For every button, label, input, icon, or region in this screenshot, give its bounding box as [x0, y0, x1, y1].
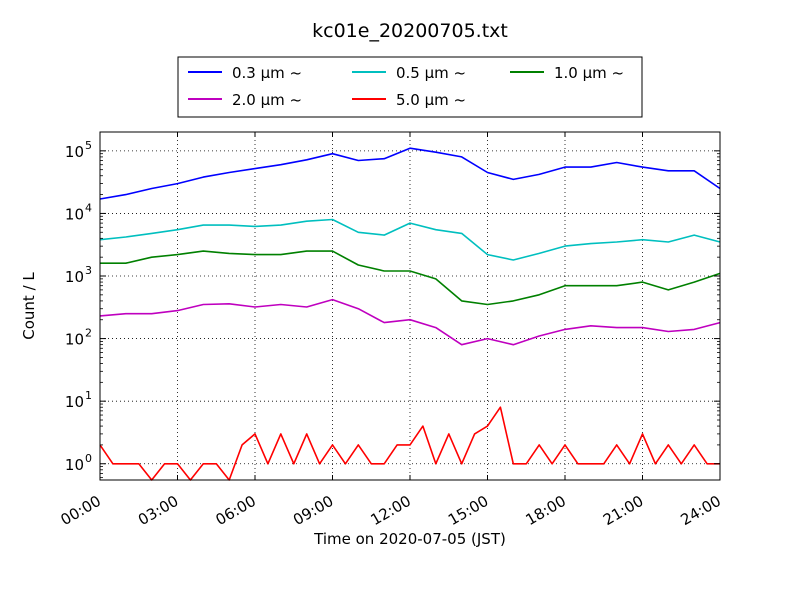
y-tick-exponent: 1	[85, 389, 92, 402]
series-line-4	[99, 298, 721, 346]
y-tick-label: 10	[65, 331, 84, 349]
y-tick-label: 10	[65, 456, 84, 474]
grid	[100, 132, 720, 480]
series-line-1	[99, 147, 721, 200]
y-tick-exponent: 4	[85, 201, 92, 214]
legend: 0.3 μm ~ 0.5 μm ~ 1.0 μm ~ 2.0 μm ~ 5.0 μm ~	[177, 56, 643, 118]
series-line-3	[100, 250, 721, 306]
series-line-2	[99, 218, 721, 261]
y-tick-label: 10	[65, 268, 84, 286]
legend-label: 2.0 μm ~	[232, 91, 302, 109]
y-tick-label: 10	[65, 393, 84, 411]
legend-label: 0.5 μm ~	[396, 64, 466, 82]
series-line-5	[99, 406, 720, 481]
series-lines	[99, 147, 721, 481]
y-axis-label: Count / L	[20, 272, 38, 340]
y-tick-label: 10	[65, 143, 84, 161]
y-tick-exponent: 0	[85, 452, 92, 465]
legend-label: 0.3 μm ~	[232, 64, 302, 82]
legend-box	[177, 56, 643, 118]
y-tick-exponent: 5	[85, 139, 92, 152]
y-tick-exponent: 3	[85, 264, 92, 277]
y-tick-exponent: 2	[85, 327, 92, 340]
x-axis-label: Time on 2020-07-05 (JST)	[313, 530, 506, 548]
y-tick-label: 10	[65, 205, 84, 223]
legend-items: 0.3 μm ~ 0.5 μm ~ 1.0 μm ~ 2.0 μm ~ 5.0 μm ~	[188, 64, 624, 109]
chart-title: kc01e_20200705.txt	[312, 20, 508, 42]
legend-label: 5.0 μm ~	[396, 91, 466, 109]
legend-label: 1.0 μm ~	[554, 64, 624, 82]
